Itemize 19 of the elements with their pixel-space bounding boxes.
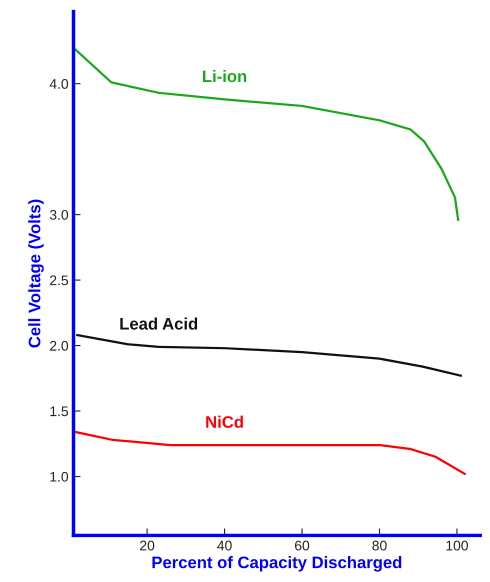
x-tick-label: 60 bbox=[295, 540, 310, 551]
x-tick-label: 100 bbox=[446, 540, 468, 551]
y-axis-title: Cell Voltage (Volts) bbox=[28, 200, 44, 348]
series-label: Lead Acid bbox=[120, 317, 198, 330]
line-series bbox=[74, 430, 466, 476]
x-tick-label: 40 bbox=[217, 540, 232, 551]
y-tick-label: 2.5 bbox=[50, 275, 68, 286]
y-tick-label: 2.0 bbox=[50, 340, 68, 351]
x-tick-label: 80 bbox=[372, 540, 387, 551]
y-tick-label: 3.0 bbox=[50, 210, 68, 220]
x-axis-title: Percent of Capacity Discharged bbox=[152, 556, 402, 572]
series-label: NiCd bbox=[206, 416, 243, 428]
y-tick-label: 1.5 bbox=[50, 406, 68, 416]
line-series bbox=[76, 334, 462, 377]
line-series bbox=[74, 48, 460, 221]
y-tick-label: 4.0 bbox=[50, 78, 68, 89]
y-tick-label: 1.0 bbox=[50, 472, 68, 482]
series-label: Li-ion bbox=[203, 70, 246, 82]
x-tick-label: 20 bbox=[140, 540, 154, 551]
